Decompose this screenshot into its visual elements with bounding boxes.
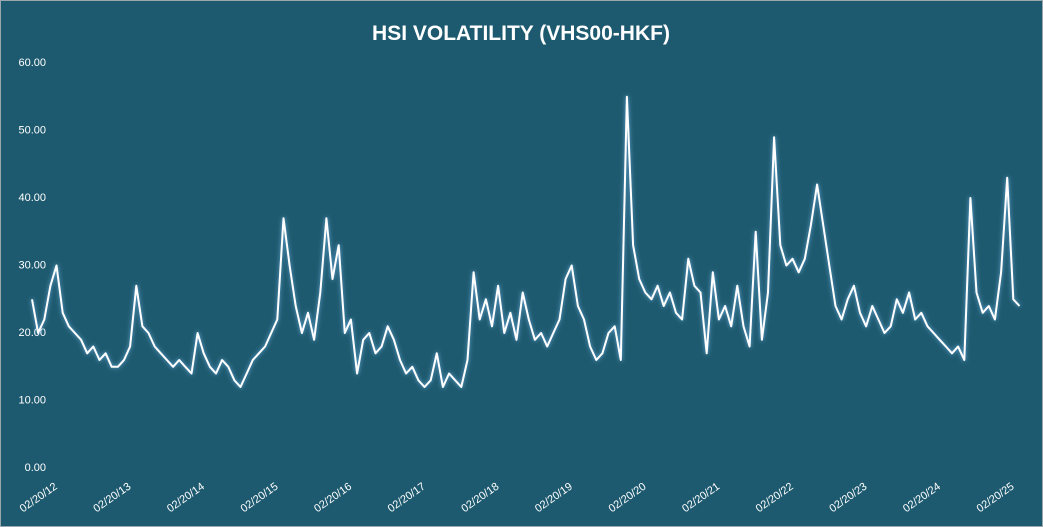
y-tick-label: 0.00 [25, 462, 46, 474]
y-tick-label: 40.00 [18, 192, 46, 204]
chart-title: HSI VOLATILITY (VHS00-HKF) [372, 22, 670, 45]
y-tick-label: 60.00 [18, 57, 46, 69]
y-tick-label: 50.00 [18, 124, 46, 136]
y-tick-label: 20.00 [18, 327, 46, 339]
y-tick-label: 30.00 [18, 259, 46, 271]
line-series [31, 95, 1021, 388]
y-tick-label: 10.00 [18, 394, 46, 406]
